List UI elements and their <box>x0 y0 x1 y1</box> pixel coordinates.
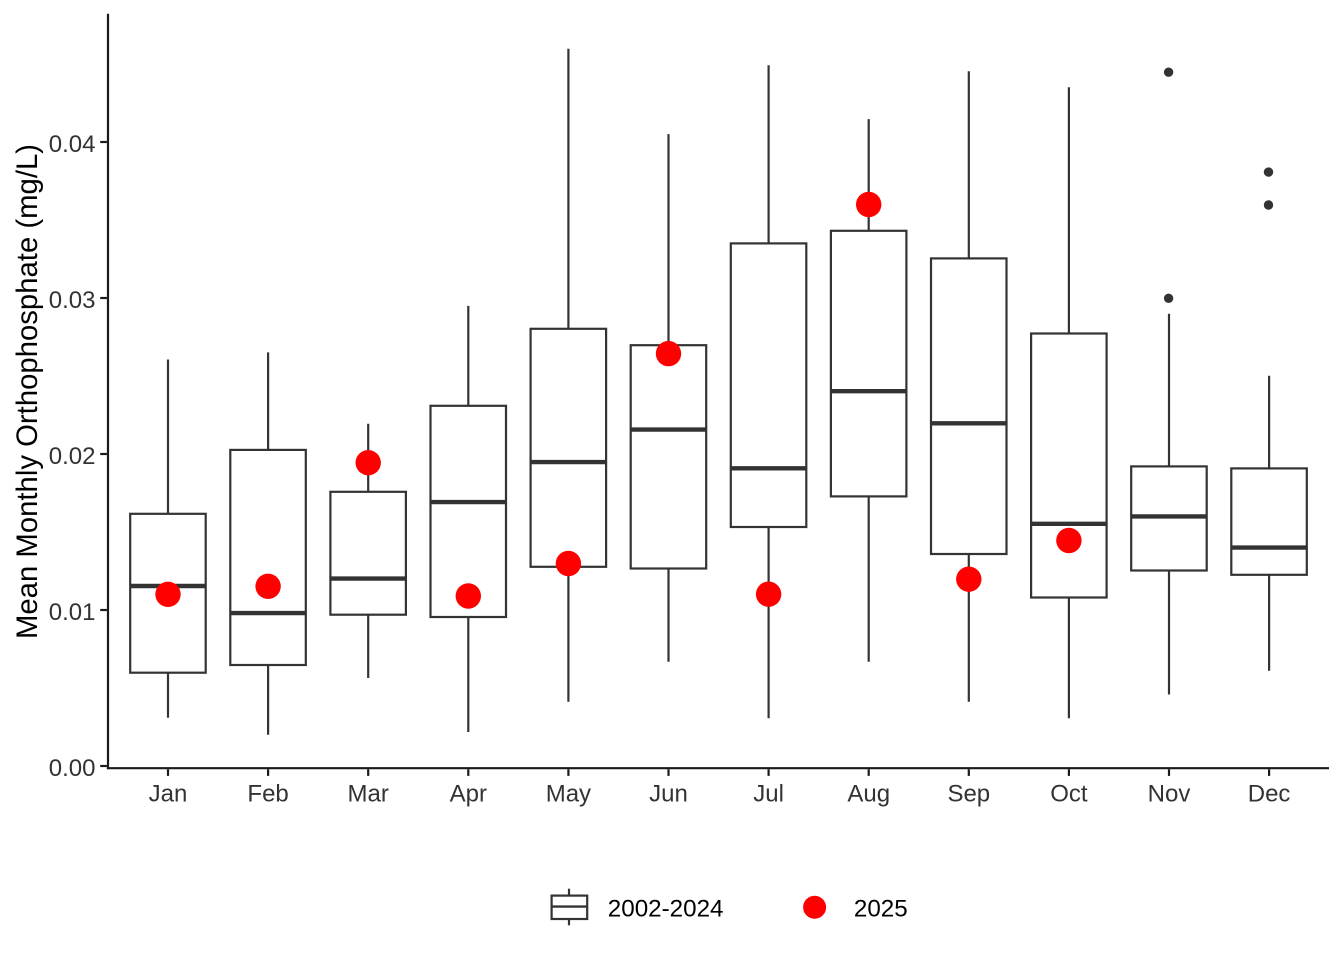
svg-text:Aug: Aug <box>847 780 890 807</box>
svg-text:May: May <box>546 780 591 807</box>
svg-text:0.00: 0.00 <box>49 755 96 782</box>
svg-text:Apr: Apr <box>450 780 487 807</box>
svg-text:0.01: 0.01 <box>49 599 96 626</box>
svg-text:Dec: Dec <box>1248 780 1291 807</box>
svg-text:Jul: Jul <box>753 780 784 807</box>
svg-text:0.04: 0.04 <box>49 131 96 158</box>
svg-text:Jun: Jun <box>649 780 688 807</box>
svg-text:0.03: 0.03 <box>49 287 96 314</box>
svg-text:Oct: Oct <box>1050 780 1088 807</box>
svg-text:2002-2024: 2002-2024 <box>608 896 724 923</box>
svg-text:Sep: Sep <box>947 780 990 807</box>
svg-text:Jan: Jan <box>149 780 188 807</box>
svg-text:Mean Monthly Orthophosphate (m: Mean Monthly Orthophosphate (mg/L) <box>11 144 44 639</box>
svg-text:0.02: 0.02 <box>49 443 96 470</box>
svg-text:2025: 2025 <box>854 896 908 923</box>
svg-text:Feb: Feb <box>247 780 288 807</box>
svg-text:Mar: Mar <box>348 780 389 807</box>
svg-text:Nov: Nov <box>1148 780 1191 807</box>
